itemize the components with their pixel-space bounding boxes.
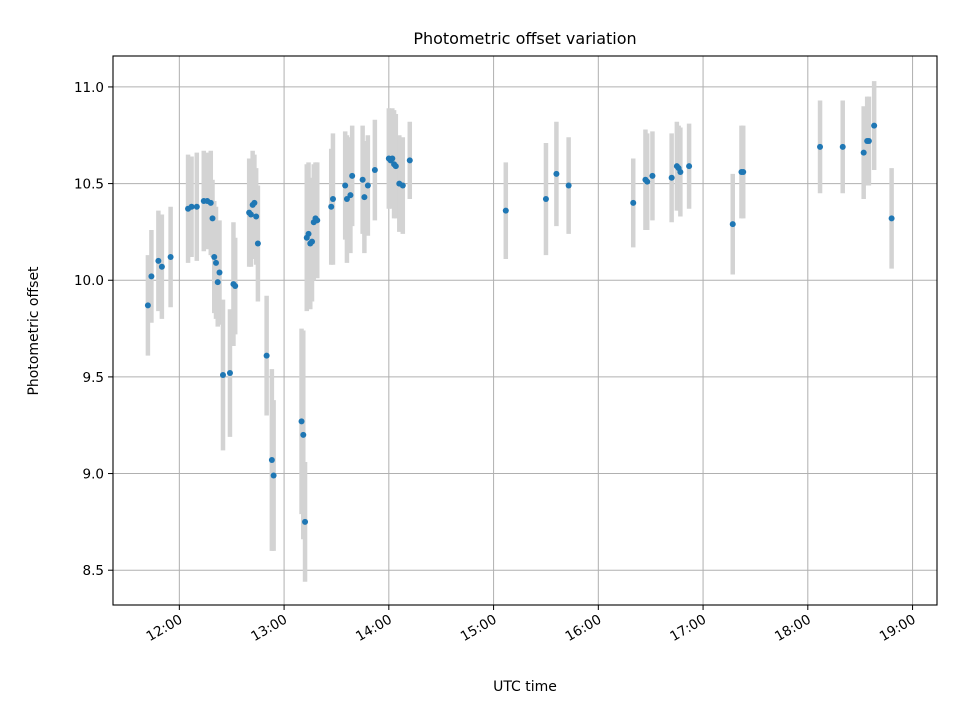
- data-point: [865, 138, 872, 145]
- error-bars: [145, 81, 894, 582]
- data-point: [144, 302, 151, 309]
- data-point: [565, 182, 572, 189]
- chart-title: Photometric offset variation: [413, 29, 636, 48]
- data-point: [729, 221, 736, 228]
- data-point: [226, 370, 233, 377]
- x-tick-label: 12:00: [144, 612, 186, 645]
- data-point: [406, 157, 413, 164]
- data-point: [399, 182, 406, 189]
- x-tick-label: 14:00: [353, 612, 395, 645]
- x-tick-label: 17:00: [667, 612, 709, 645]
- x-axis-label: UTC time: [493, 679, 557, 695]
- data-point: [371, 167, 378, 174]
- data-point: [817, 143, 824, 150]
- data-point: [309, 238, 316, 245]
- data-point: [251, 199, 258, 206]
- data-point: [860, 149, 867, 156]
- data-point: [359, 176, 366, 183]
- data-point: [364, 182, 371, 189]
- data-point: [392, 163, 399, 170]
- x-tick-label: 15:00: [458, 612, 500, 645]
- data-point: [888, 215, 895, 222]
- data-point: [328, 203, 335, 210]
- data-point: [502, 207, 509, 214]
- grid: [113, 56, 937, 605]
- data-point: [630, 199, 637, 206]
- data-point: [347, 192, 354, 199]
- data-point: [167, 254, 174, 261]
- data-point: [649, 172, 656, 179]
- data-points: [144, 122, 895, 525]
- data-point: [216, 269, 223, 276]
- data-point: [343, 196, 350, 203]
- data-point: [329, 196, 336, 203]
- data-point: [349, 172, 356, 179]
- data-point: [213, 259, 219, 266]
- y-tick-label: 10.5: [74, 177, 104, 193]
- data-point: [247, 211, 254, 218]
- data-point: [219, 371, 226, 378]
- data-point: [740, 168, 747, 175]
- data-point: [542, 196, 549, 203]
- data-point: [207, 199, 214, 206]
- y-tick-label: 10.0: [74, 273, 104, 289]
- x-tick-label: 13:00: [248, 612, 290, 645]
- data-point: [871, 122, 878, 129]
- data-point: [209, 215, 216, 222]
- data-point: [300, 431, 307, 438]
- data-point: [839, 143, 846, 150]
- data-point: [193, 203, 200, 210]
- data-point: [253, 213, 260, 220]
- x-tick-label: 16:00: [563, 612, 605, 645]
- data-point: [254, 240, 261, 247]
- data-point: [188, 203, 195, 210]
- data-point: [314, 217, 321, 224]
- data-point: [361, 194, 368, 201]
- data-point: [668, 174, 675, 181]
- data-point: [155, 257, 162, 264]
- data-point: [232, 283, 239, 290]
- data-point: [214, 279, 221, 286]
- data-point: [644, 178, 651, 185]
- data-point: [305, 230, 312, 237]
- data-point: [263, 352, 270, 359]
- y-tick-label: 8.5: [83, 563, 104, 579]
- data-point: [268, 457, 275, 464]
- x-tick-label: 19:00: [877, 612, 919, 645]
- data-point: [342, 182, 349, 189]
- y-axis-label: Photometric offset: [26, 266, 42, 396]
- axis-ticks: 12:00 13:00 14:00 15:00 16:00 17:00 18:00 19:00…: [74, 80, 919, 645]
- data-point: [677, 168, 684, 175]
- data-point: [158, 263, 165, 270]
- data-point: [298, 418, 305, 425]
- data-point: [211, 254, 218, 261]
- data-point: [302, 518, 309, 525]
- data-point: [686, 163, 693, 170]
- y-tick-label: 11.0: [74, 80, 104, 96]
- x-tick-label: 18:00: [772, 612, 814, 645]
- y-tick-label: 9.5: [83, 370, 104, 386]
- data-point: [148, 273, 155, 280]
- data-point: [553, 170, 560, 177]
- plot-frame: [112, 55, 938, 606]
- data-point: [270, 472, 277, 479]
- data-point: [389, 155, 396, 162]
- y-tick-label: 9.0: [83, 467, 104, 483]
